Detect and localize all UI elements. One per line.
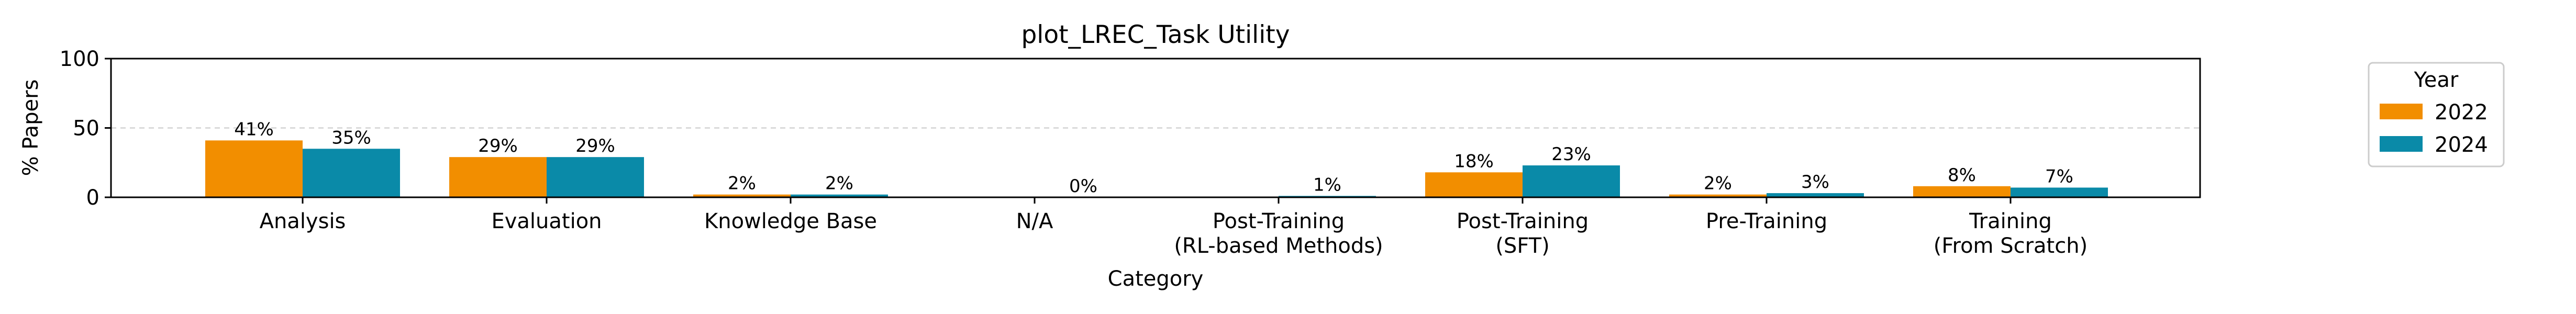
y-tick-label: 0 xyxy=(86,186,99,210)
data-label-2022-0: 41% xyxy=(234,119,274,140)
x-tick-label: Post-Training xyxy=(1457,209,1589,233)
legend: Year 2022 2024 xyxy=(2368,62,2505,167)
y-tick-label: 50 xyxy=(73,117,99,141)
data-label-2024-0: 35% xyxy=(331,127,371,148)
data-label-2024-4: 1% xyxy=(1313,174,1341,195)
x-tick-label: N/A xyxy=(1016,209,1053,233)
bar-2022-6 xyxy=(1669,194,1767,197)
x-tick-label: Training xyxy=(1969,209,2052,233)
y-axis-label: % Papers xyxy=(19,80,43,176)
data-label-2022-5: 18% xyxy=(1454,151,1494,172)
data-label-2022-6: 2% xyxy=(1704,173,1732,194)
bar-2024-1 xyxy=(547,157,644,197)
x-tick-label: Knowledge Base xyxy=(704,209,877,233)
legend-title: Year xyxy=(2414,68,2459,92)
data-label-2022-7: 8% xyxy=(1948,165,1976,186)
legend-label-2024: 2024 xyxy=(2435,133,2488,157)
data-label-2024-5: 23% xyxy=(1551,144,1591,165)
bars-layer xyxy=(205,140,2108,197)
bar-2024-2 xyxy=(791,194,888,197)
bar-2022-7 xyxy=(1913,186,2011,197)
bar-2024-5 xyxy=(1523,165,1620,197)
x-axis: Analysis Evaluation Knowledge Base N/A Post-… xyxy=(260,197,2088,258)
y-tick-label: 100 xyxy=(60,47,99,71)
data-label-2022-1: 29% xyxy=(478,136,518,156)
data-label-2024-2: 2% xyxy=(825,173,853,194)
legend-label-2022: 2022 xyxy=(2435,100,2488,125)
legend-swatch-2024 xyxy=(2380,136,2423,152)
data-label-2024-7: 7% xyxy=(2045,166,2073,187)
x-tick-label: Evaluation xyxy=(491,209,602,233)
bar-2022-1 xyxy=(449,157,547,197)
x-tick-label: (SFT) xyxy=(1495,234,1549,258)
bar-2022-2 xyxy=(693,194,791,197)
y-axis: 0 50 100 xyxy=(60,47,111,210)
bar-2024-6 xyxy=(1767,193,1864,197)
x-tick-label: Post-Training xyxy=(1213,209,1345,233)
bar-2022-5 xyxy=(1425,172,1523,197)
x-tick-label: Pre-Training xyxy=(1706,209,1827,233)
bar-2024-7 xyxy=(2011,187,2108,197)
x-tick-label: (RL-based Methods) xyxy=(1174,234,1383,258)
x-tick-label: (From Scratch) xyxy=(1934,234,2088,258)
x-axis-label: Category xyxy=(1108,267,1204,291)
data-labels-layer: 41% 29% 2% 18% 2% 8% 35% 29% 2% 0% 1% 23% 3% 7% xyxy=(234,119,2073,197)
bar-2024-0 xyxy=(303,149,400,197)
x-tick-label: Analysis xyxy=(260,209,346,233)
data-label-2024-1: 29% xyxy=(575,136,615,156)
data-label-2024-6: 3% xyxy=(1801,172,1829,193)
legend-swatch-2022 xyxy=(2380,104,2423,119)
chart-title: plot_LREC_Task Utility xyxy=(1021,20,1290,49)
data-label-2022-2: 2% xyxy=(728,173,756,194)
bar-2022-0 xyxy=(205,140,303,197)
data-label-2024-3: 0% xyxy=(1069,176,1097,197)
